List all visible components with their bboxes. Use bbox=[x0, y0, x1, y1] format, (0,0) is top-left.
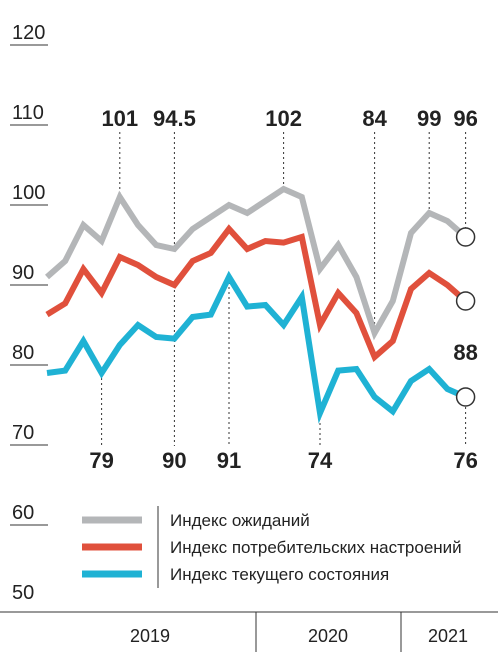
end-marker bbox=[455, 291, 476, 311]
value-label: 88 bbox=[453, 340, 477, 365]
value-label: 101 bbox=[101, 106, 138, 131]
value-label: 90 bbox=[162, 448, 186, 473]
year-label: 2019 bbox=[130, 626, 170, 646]
series-line bbox=[46, 270, 467, 424]
value-label: 84 bbox=[362, 106, 387, 131]
y-tick-label: 90 bbox=[12, 262, 34, 284]
value-label: 79 bbox=[89, 448, 113, 473]
end-marker bbox=[455, 387, 476, 407]
value-label: 94.5 bbox=[153, 106, 196, 131]
legend-label: Индекс ожиданий bbox=[170, 511, 310, 530]
year-label: 2020 bbox=[308, 626, 348, 646]
y-tick-label: 120 bbox=[12, 22, 45, 44]
year-label: 2021 bbox=[428, 626, 468, 646]
series-line bbox=[45, 224, 468, 363]
y-tick-label: 80 bbox=[12, 342, 34, 364]
legend-label: Индекс потребительских настроений bbox=[170, 538, 462, 557]
y-tick-label: 100 bbox=[12, 182, 45, 204]
series-line bbox=[45, 185, 468, 341]
y-tick-label: 110 bbox=[12, 102, 44, 124]
value-label: 91 bbox=[217, 448, 241, 473]
value-label: 99 bbox=[417, 106, 441, 131]
value-label: 74 bbox=[308, 448, 333, 473]
value-label: 102 bbox=[265, 106, 302, 131]
legend-label: Индекс текущего состояния bbox=[170, 565, 389, 584]
value-label: 76 bbox=[453, 448, 477, 473]
end-marker bbox=[455, 227, 476, 247]
y-tick-label: 70 bbox=[12, 422, 34, 444]
y-tick-label: 50 bbox=[12, 582, 34, 604]
value-label: 96 bbox=[453, 106, 477, 131]
y-tick-label: 60 bbox=[12, 502, 34, 524]
